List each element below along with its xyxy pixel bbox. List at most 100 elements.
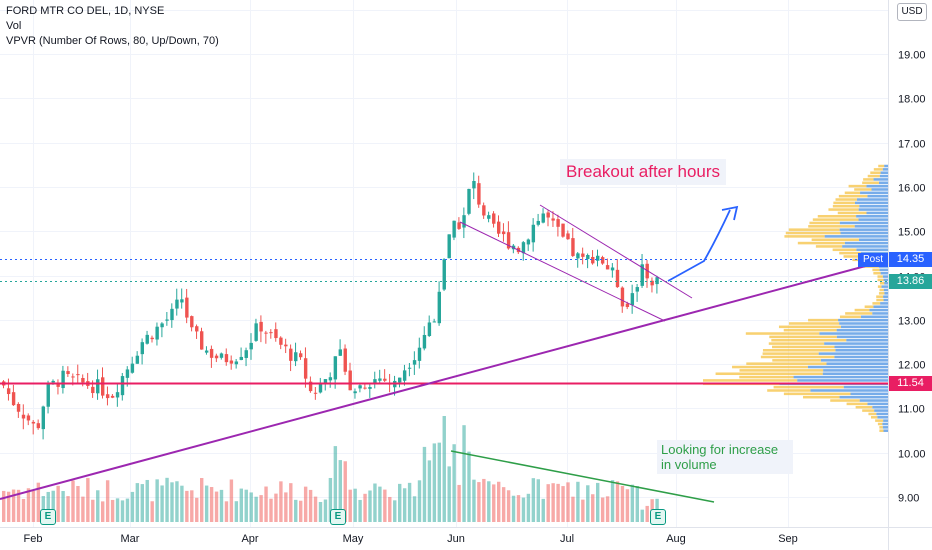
vpvr-row-down [870,416,878,419]
vpvr-row-down [876,295,884,298]
channel-lower-line[interactable] [459,221,666,322]
vpvr-row-down [862,181,879,185]
vpvr-row-up [840,231,888,235]
volume-bar [338,460,342,522]
vpvr-row-up [854,201,888,205]
vpvr-row-up [869,308,888,312]
vpvr-row-down [760,355,835,359]
candle-body [472,181,476,189]
volume-annotation[interactable]: Looking for increase in volume [657,440,793,474]
vpvr-row-up [882,168,888,171]
candle-body [21,414,26,419]
vpvr-row-down [811,238,859,242]
candle-body [541,213,545,223]
candle-body [650,280,654,286]
volume-bar [422,446,427,522]
volume-bar [462,425,466,522]
vpvr-row-up [873,305,888,309]
time-tick-label: Sep [778,533,798,545]
volume-bar [586,485,590,522]
earnings-marker-jul[interactable]: E [650,509,666,525]
volume-bar [249,492,253,522]
support-price-label: 11.54 [889,376,932,391]
candle-body [195,326,199,332]
vpvr-row-down [803,395,840,399]
candle-body [338,349,342,356]
vpvr-row-up [810,389,888,392]
candle-body [66,371,70,375]
vpvr-indicator-label[interactable]: VPVR (Number Of Rows, 80, Up/Down, 70) [6,35,219,47]
volume-bar [402,488,407,522]
volume-bar [160,485,164,522]
vpvr-row-up [844,241,888,245]
vpvr-row-up [874,409,888,412]
volume-bar [214,491,219,522]
vpvr-row-up [834,345,888,349]
volume-bar [244,489,248,522]
volume-bar [51,490,55,522]
volume-bar [343,461,347,522]
symbol-title[interactable]: FORD MTR CO DEL, 1D, NYSE [6,5,165,17]
vpvr-row-down [876,298,884,302]
vpvr-row-down [785,231,841,235]
breakout-annotation[interactable]: Breakout after hours [560,159,727,185]
earnings-marker-feb[interactable]: E [40,509,56,525]
volume-bar [373,483,377,522]
channel-upper-line[interactable] [539,204,693,299]
vpvr-row-down [797,241,845,245]
candle-body [452,220,456,238]
vpvr-row-down [879,426,883,429]
candle-body [635,287,639,292]
long-term-trendline[interactable] [0,263,874,500]
candle-body [462,215,466,228]
vpvr-row-up [883,295,888,298]
candle-body [135,355,140,364]
vpvr-row-down [854,308,870,312]
candle-body [586,254,590,260]
vpvr-row-up [872,312,888,315]
volume-bar [105,480,110,522]
candle-body [353,391,357,394]
candle-body [625,303,630,308]
candle-body [363,387,367,389]
vpvr-row-down [846,402,868,406]
candle-body [51,380,55,383]
candle-body [200,331,204,350]
vpvr-row-up [879,174,888,178]
volume-bar [383,489,387,522]
candle-body [61,370,65,389]
volume-bar [101,501,105,522]
candle-body [279,337,283,345]
volume-trendline[interactable] [450,450,715,503]
earnings-marker-apr[interactable]: E [330,509,346,525]
volume-indicator-label[interactable]: Vol [6,20,22,32]
time-axis[interactable]: Feb Mar Apr May Jun Jul Aug Sep [24,533,798,545]
vpvr-row-down [809,221,840,225]
volume-bar [526,493,531,522]
vpvr-row-up [882,422,888,426]
currency-button[interactable]: USD [897,3,927,21]
price-tick-label: 15.00 [898,227,926,239]
vpvr-row-up [819,332,888,335]
volume-bar [91,499,95,522]
time-tick-label: Feb [24,533,43,545]
candle-body [284,344,288,347]
volume-bar [437,442,441,522]
vpvr-row-down [833,201,855,205]
time-tick-label: Jun [447,533,465,545]
vpvr-row-up [854,225,888,228]
breakout-arrow[interactable] [667,209,731,282]
vpvr-row-down [872,302,881,305]
volume-bar [328,477,333,522]
candle-body [6,388,11,395]
vpvr-row-down [768,342,825,345]
candle-body [229,360,234,364]
candle-body [274,329,278,339]
vpvr-row-down [815,245,843,248]
vpvr-row-down [746,362,827,365]
volume-bar [2,490,6,522]
volume-bar [610,480,615,522]
vpvr-row-down [703,379,798,382]
vpvr-row-up [884,282,888,285]
